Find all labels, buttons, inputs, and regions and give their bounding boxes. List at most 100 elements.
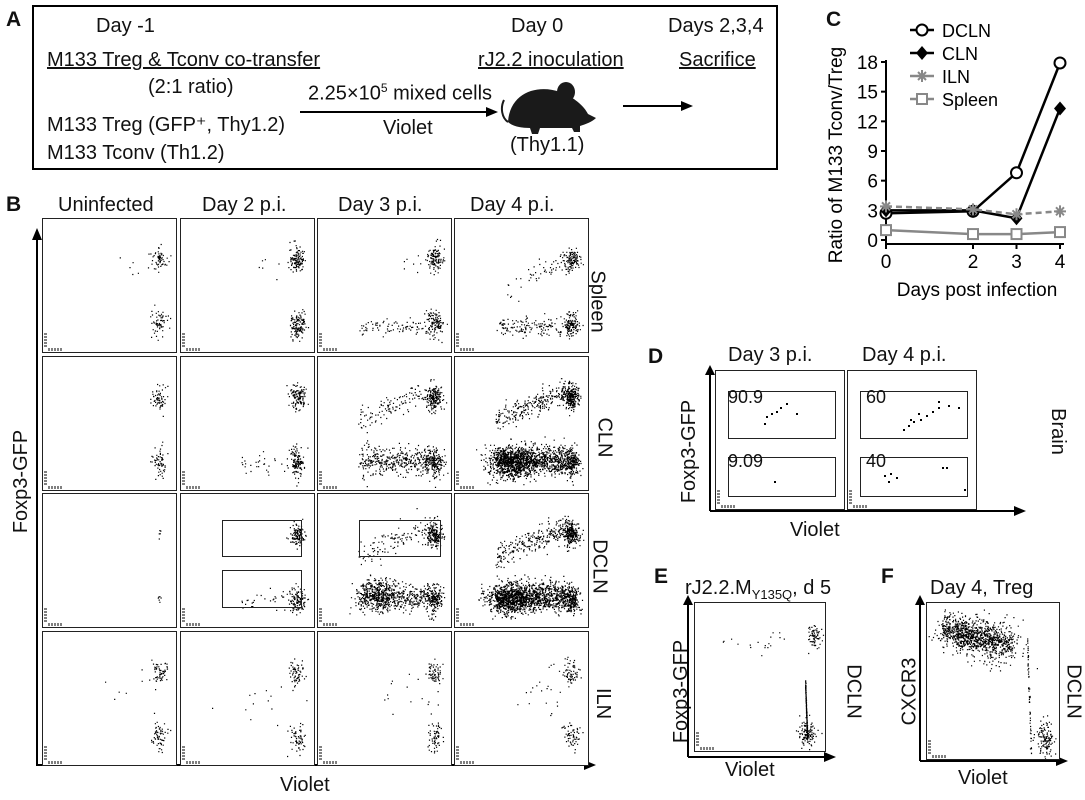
c-point-cln	[1054, 101, 1066, 116]
b-col-day3: Day 3 p.i.	[338, 194, 423, 216]
gate-upper-dcln-day2	[222, 520, 302, 557]
flow-plot-iln-day4	[454, 631, 589, 766]
c-series-line-cln	[886, 108, 1062, 220]
panel-c-letter: C	[826, 8, 842, 31]
c-x-tick-label: 0	[881, 252, 892, 273]
tconv-line-label: M133 Tconv (Th1.2)	[47, 142, 225, 164]
sacrifice-arrow	[623, 101, 693, 111]
e-row-dcln: DCLN	[842, 664, 865, 719]
panel-d-letter: D	[648, 345, 664, 368]
cells-label: 2.25×105 mixed cells	[308, 82, 492, 104]
flow-plot-dcln-uninfected	[42, 493, 177, 628]
e-title-prefix: rJ2.2.M	[685, 577, 752, 599]
gate-value-upper-d4: 60	[866, 387, 887, 407]
c-y-tick-label: 12	[857, 112, 878, 133]
flow-plot-dcln-day3	[317, 493, 452, 628]
b-row-spleen: Spleen	[586, 270, 609, 333]
c-y-tick-label: 3	[867, 201, 878, 222]
d-axes	[705, 365, 1026, 516]
c-x-tick-label: 3	[1011, 252, 1022, 273]
c-point-spleen	[880, 224, 892, 237]
c-legend-label-dcln: DCLN	[942, 21, 991, 41]
panel-f-letter: F	[881, 565, 894, 588]
b-row-dcln: DCLN	[588, 539, 611, 594]
c-point-spleen	[1054, 226, 1066, 239]
violet-label-a: Violet	[383, 117, 433, 139]
flow-plot-dcln-day4	[454, 493, 589, 628]
treg-line-label: M133 Treg (GFP⁺, Thy1.2)	[47, 114, 286, 136]
b-col-day4: Day 4 p.i.	[470, 194, 555, 216]
flow-plot-dcln-day2	[180, 493, 315, 628]
panel-a-letter: A	[6, 8, 22, 31]
c-y-tick-label: 0	[867, 231, 878, 252]
flow-plot-iln-day3	[317, 631, 452, 766]
gate-value-lower-d3: 9.09	[728, 451, 764, 471]
gate-lower-d4	[860, 457, 968, 497]
cells-prefix: 2.25×10	[308, 82, 381, 105]
transfer-arrow	[300, 107, 498, 117]
inoculation-label: rJ2.2 inoculation	[478, 49, 624, 71]
gate-lower-d3	[728, 457, 836, 497]
flow-plot-iln-day2	[180, 631, 315, 766]
panel-b-letter: B	[6, 193, 22, 216]
c-y-tick-label: 18	[857, 53, 878, 74]
mouse-strain-label: (Thy1.1)	[510, 134, 585, 156]
c-legend-label-iln: ILN	[942, 67, 970, 87]
b-xlabel: Violet	[280, 774, 330, 796]
c-series-line-iln	[885, 205, 1061, 216]
flow-plot-spleen-day2	[180, 218, 315, 353]
panel-e-letter: E	[654, 565, 669, 588]
day0-label: Day 0	[511, 15, 564, 37]
c-legend-marker-cln	[916, 46, 928, 60]
c-series-line-spleen	[885, 228, 1061, 236]
days-sacrifice-label: Days 2,3,4	[668, 15, 764, 37]
d-xlabel: Violet	[790, 519, 840, 541]
day-minus1-label: Day -1	[96, 15, 155, 37]
flow-plot-cln-day4	[454, 356, 589, 491]
gate-upper-d3	[728, 391, 836, 439]
b-col-uninfected: Uninfected	[58, 194, 154, 216]
c-legend-label-cln: CLN	[942, 44, 978, 64]
flow-plot-cln-day3	[317, 356, 452, 491]
gate-lower-dcln-day2	[222, 570, 302, 608]
e-title-suffix: , d 5	[792, 577, 832, 599]
e-xlabel: Violet	[725, 759, 775, 781]
c-y-tick-label: 15	[857, 83, 878, 104]
c-series-line-dcln	[885, 62, 1062, 215]
c-xlabel: Days post infection	[897, 280, 1058, 300]
f-xlabel: Violet	[958, 767, 1008, 789]
d-col-day4: Day 4 p.i.	[862, 344, 947, 366]
gate-value-lower-d4: 40	[866, 451, 887, 471]
e-title-sub: Y135Q	[751, 587, 793, 602]
ratio-label: (2:1 ratio)	[148, 76, 234, 98]
c-legend-marker-iln	[916, 70, 928, 82]
gate-upper-dcln-day3	[359, 520, 441, 557]
gate-upper-d4	[860, 391, 968, 439]
gate-value-upper-d3: 90.9	[728, 387, 764, 407]
c-x-tick-label: 4	[1055, 252, 1066, 273]
panel-a-box	[32, 5, 778, 170]
c-legend-label-spleen: Spleen	[942, 90, 998, 110]
b-ylabel: Foxp3-GFP	[10, 429, 33, 534]
c-legend-marker-spleen	[916, 93, 928, 105]
mouse-icon	[500, 82, 596, 134]
c-y-tick-label: 9	[867, 142, 878, 163]
flow-plot-f	[926, 602, 1060, 760]
b-col-day2: Day 2 p.i.	[202, 194, 287, 216]
cotransfer-label: M133 Treg & Tconv co-transfer	[47, 49, 321, 71]
e-title: rJ2.2.MY135Q, d 5	[685, 578, 831, 601]
b-y-axis-arrow	[32, 228, 42, 766]
flow-plot-spleen-day3	[317, 218, 452, 353]
flow-plot-d-day3: 90.9 9.09	[715, 370, 845, 510]
sacrifice-label: Sacrifice	[679, 49, 756, 71]
c-legend-marker-dcln	[915, 23, 929, 37]
flow-plot-spleen-day4	[454, 218, 589, 353]
flow-plot-iln-uninfected	[42, 631, 177, 766]
flow-plot-e	[694, 602, 826, 752]
c-point-dcln	[1010, 166, 1023, 180]
flow-plot-cln-day2	[180, 356, 315, 491]
c-point-spleen	[1010, 228, 1023, 241]
c-y-tick-label: 6	[867, 172, 878, 193]
c-point-iln	[967, 203, 979, 216]
c-point-iln	[1010, 208, 1023, 221]
